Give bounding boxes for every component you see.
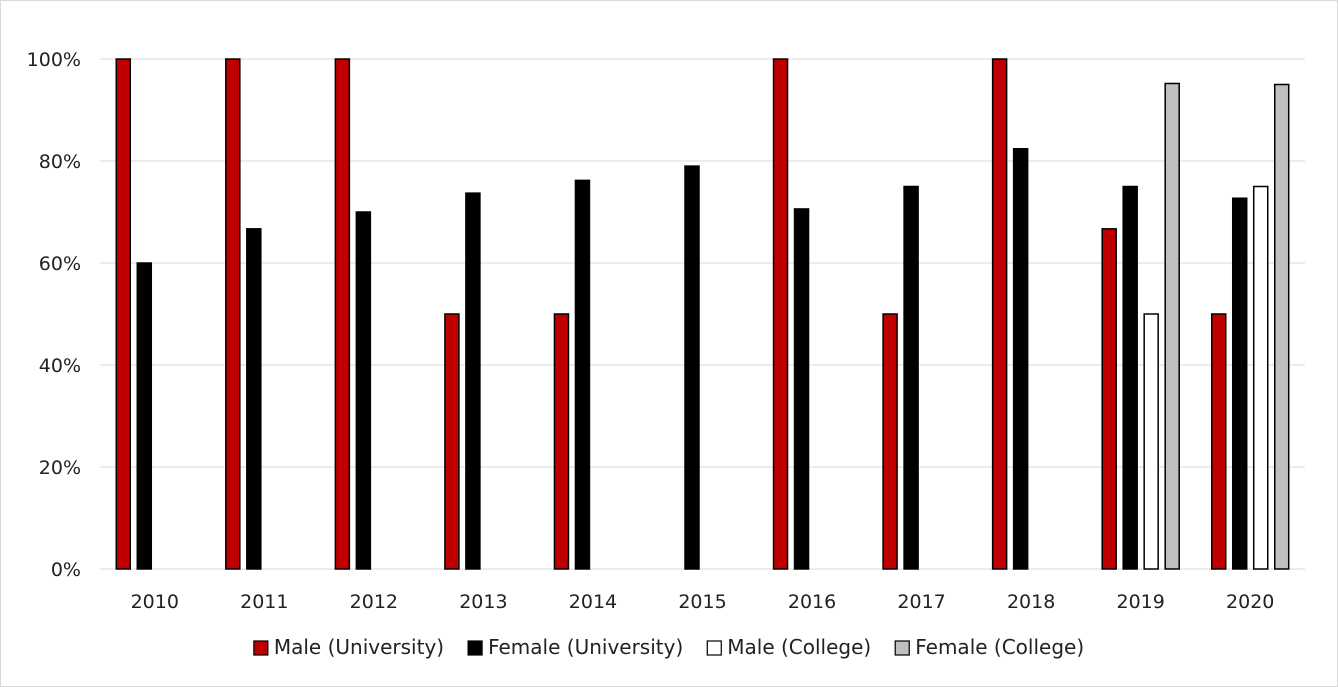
legend-swatch xyxy=(706,640,722,656)
legend-swatch xyxy=(467,640,483,656)
x-tick-label: 2016 xyxy=(788,591,836,613)
x-tick-label: 2010 xyxy=(131,591,179,613)
bar-female-college-2019 xyxy=(1164,82,1180,570)
bar-male-university-2010 xyxy=(115,58,132,570)
bar-male-university-2013 xyxy=(444,313,460,570)
legend-label: Male (College) xyxy=(727,635,871,659)
bar-female-university-2017 xyxy=(903,185,919,570)
bar-male-university-2019 xyxy=(1101,228,1117,570)
bar-female-university-2013 xyxy=(465,192,481,570)
bar-male-university-2020 xyxy=(1210,313,1227,570)
legend: Male (University) Female (University) Male… xyxy=(253,635,1084,659)
bar-female-university-2014 xyxy=(574,179,591,570)
bar-male-university-2016 xyxy=(772,58,789,570)
x-tick-label: 2018 xyxy=(1007,591,1055,613)
bar-male-university-2011 xyxy=(225,58,241,570)
y-tick-label: 20% xyxy=(39,457,81,479)
bar-male-university-2012 xyxy=(334,58,351,570)
bars xyxy=(115,58,1290,570)
legend-item: Male (University) xyxy=(253,635,444,659)
x-tick-label: 2013 xyxy=(459,591,507,613)
x-tick-label: 2017 xyxy=(897,591,945,613)
bar-female-university-2018 xyxy=(1012,148,1029,570)
legend-label: Female (University) xyxy=(488,635,683,659)
legend-item: Female (University) xyxy=(467,635,683,659)
x-tick-label: 2019 xyxy=(1117,591,1165,613)
bar-female-college-2020 xyxy=(1273,83,1290,570)
legend-swatch xyxy=(894,640,910,656)
bar-female-university-2015 xyxy=(684,165,700,570)
bar-female-university-2020 xyxy=(1231,197,1248,570)
legend-item: Male (College) xyxy=(706,635,871,659)
bar-female-university-2016 xyxy=(793,208,810,570)
bar-male-university-2018 xyxy=(991,58,1008,570)
legend-item: Female (College) xyxy=(894,635,1084,659)
x-axis-tick-labels: 2010 2011 2012 2013 2014 2015 2016 2017 2018 2019… xyxy=(131,591,1275,613)
y-tick-label: 100% xyxy=(27,49,81,71)
y-tick-label: 0% xyxy=(51,559,81,581)
x-tick-label: 2012 xyxy=(350,591,398,613)
legend-label: Male (University) xyxy=(274,635,444,659)
bar-female-university-2019 xyxy=(1122,185,1138,570)
x-tick-label: 2020 xyxy=(1226,591,1274,613)
legend-label: Female (College) xyxy=(915,635,1084,659)
bar-male-university-2017 xyxy=(882,313,898,570)
bar-male-college-2020 xyxy=(1252,185,1269,570)
x-tick-label: 2014 xyxy=(569,591,617,613)
y-tick-label: 40% xyxy=(39,355,81,377)
x-tick-label: 2015 xyxy=(678,591,726,613)
y-axis-tick-labels: 0% 20% 40% 60% 80% 100% xyxy=(27,49,81,581)
bar-female-university-2012 xyxy=(355,211,372,570)
bar-male-university-2014 xyxy=(553,313,570,570)
y-tick-label: 60% xyxy=(39,253,81,275)
y-tick-label: 80% xyxy=(39,151,81,173)
x-tick-label: 2011 xyxy=(240,591,288,613)
legend-swatch xyxy=(253,640,269,656)
bar-female-university-2010 xyxy=(136,262,153,570)
bar-male-college-2019 xyxy=(1143,313,1159,570)
bar-female-university-2011 xyxy=(246,228,262,570)
